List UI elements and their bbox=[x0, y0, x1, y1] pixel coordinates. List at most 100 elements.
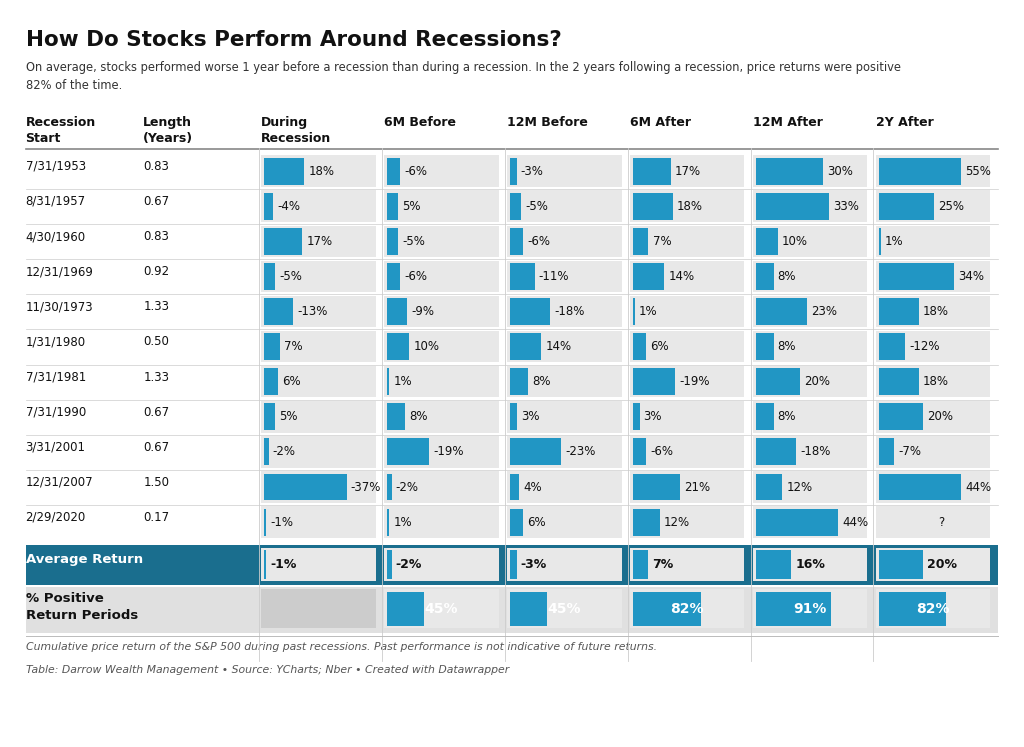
Bar bbox=[507, 506, 622, 538]
Bar bbox=[507, 331, 622, 362]
Text: 0.17: 0.17 bbox=[143, 511, 170, 524]
Bar bbox=[630, 548, 744, 581]
Text: 21%: 21% bbox=[684, 480, 710, 494]
Bar bbox=[507, 366, 622, 397]
Bar bbox=[507, 261, 622, 292]
Bar bbox=[876, 506, 990, 538]
Text: -6%: -6% bbox=[650, 445, 674, 459]
Bar bbox=[876, 331, 990, 362]
Bar bbox=[264, 158, 304, 185]
Bar bbox=[633, 193, 673, 220]
Bar bbox=[387, 158, 400, 185]
Bar bbox=[510, 298, 550, 325]
Text: -3%: -3% bbox=[521, 164, 544, 178]
Text: 0.92: 0.92 bbox=[143, 265, 170, 278]
Bar bbox=[630, 190, 744, 222]
Text: 12/31/1969: 12/31/1969 bbox=[26, 265, 93, 278]
Bar bbox=[879, 438, 894, 465]
Bar bbox=[26, 545, 998, 585]
Bar bbox=[264, 438, 268, 465]
Bar bbox=[384, 548, 499, 581]
Text: 4%: 4% bbox=[523, 480, 542, 494]
Bar bbox=[753, 506, 867, 538]
Bar bbox=[261, 589, 376, 628]
Bar bbox=[510, 333, 542, 360]
Text: -1%: -1% bbox=[270, 558, 297, 571]
Bar bbox=[387, 509, 389, 536]
Bar bbox=[876, 155, 990, 187]
Text: 18%: 18% bbox=[677, 199, 703, 213]
Bar bbox=[387, 403, 404, 430]
Bar bbox=[261, 506, 376, 538]
Bar bbox=[753, 548, 867, 581]
Text: 1%: 1% bbox=[885, 235, 903, 248]
Bar bbox=[633, 368, 675, 395]
Text: How Do Stocks Perform Around Recessions?: How Do Stocks Perform Around Recessions? bbox=[26, 30, 561, 50]
Text: Recession
Start: Recession Start bbox=[26, 116, 96, 145]
Text: -19%: -19% bbox=[433, 445, 464, 459]
Text: -5%: -5% bbox=[402, 235, 425, 248]
Text: 34%: 34% bbox=[958, 270, 984, 283]
Bar bbox=[630, 401, 744, 433]
Bar bbox=[384, 331, 499, 362]
Text: 20%: 20% bbox=[928, 410, 953, 424]
Bar bbox=[876, 401, 990, 433]
Bar bbox=[876, 366, 990, 397]
Text: 1.50: 1.50 bbox=[143, 476, 169, 489]
Bar bbox=[507, 155, 622, 187]
Text: 12%: 12% bbox=[664, 515, 690, 529]
Text: 4/30/1960: 4/30/1960 bbox=[26, 230, 86, 243]
Text: 7%: 7% bbox=[652, 235, 671, 248]
Text: 8%: 8% bbox=[409, 410, 428, 424]
Bar bbox=[756, 550, 792, 579]
Text: 8%: 8% bbox=[777, 410, 797, 424]
Bar bbox=[879, 550, 924, 579]
Bar bbox=[507, 471, 622, 503]
Bar bbox=[510, 193, 521, 220]
Bar bbox=[507, 401, 622, 433]
Text: 10%: 10% bbox=[414, 340, 439, 353]
Text: 91%: 91% bbox=[794, 602, 826, 616]
Bar bbox=[756, 333, 773, 360]
Text: 82%: 82% bbox=[916, 602, 949, 616]
Bar bbox=[630, 226, 744, 257]
Text: 7/31/1953: 7/31/1953 bbox=[26, 160, 86, 173]
Text: 11/30/1973: 11/30/1973 bbox=[26, 300, 93, 313]
Bar bbox=[753, 366, 867, 397]
Bar bbox=[387, 228, 398, 255]
Bar bbox=[633, 333, 646, 360]
Bar bbox=[876, 589, 990, 628]
Text: 7/31/1981: 7/31/1981 bbox=[26, 371, 86, 383]
Text: 18%: 18% bbox=[923, 375, 949, 388]
Bar bbox=[507, 226, 622, 257]
Bar bbox=[756, 228, 778, 255]
Bar bbox=[633, 228, 648, 255]
Bar bbox=[630, 589, 744, 628]
Text: 3%: 3% bbox=[644, 410, 663, 424]
Text: -7%: -7% bbox=[898, 445, 922, 459]
Bar bbox=[507, 436, 622, 468]
Text: 5%: 5% bbox=[280, 410, 298, 424]
Bar bbox=[753, 296, 867, 327]
Text: 6%: 6% bbox=[282, 375, 300, 388]
Bar bbox=[753, 155, 867, 187]
Text: 12M Before: 12M Before bbox=[507, 116, 588, 128]
Bar bbox=[630, 506, 744, 538]
Bar bbox=[26, 587, 998, 633]
Bar bbox=[633, 592, 700, 626]
Text: 2/29/2020: 2/29/2020 bbox=[26, 511, 86, 524]
Bar bbox=[261, 366, 376, 397]
Text: -13%: -13% bbox=[297, 305, 328, 318]
Bar bbox=[384, 190, 499, 222]
Bar bbox=[264, 263, 275, 290]
Bar bbox=[756, 438, 796, 465]
Bar bbox=[633, 158, 671, 185]
Text: 1.33: 1.33 bbox=[143, 371, 169, 383]
Bar bbox=[633, 298, 635, 325]
Bar bbox=[753, 261, 867, 292]
Text: 1%: 1% bbox=[393, 375, 412, 388]
Text: 20%: 20% bbox=[805, 375, 830, 388]
Text: Cumulative price return of the S&P 500 during past recessions. Past performance : Cumulative price return of the S&P 500 d… bbox=[26, 642, 656, 652]
Bar bbox=[876, 261, 990, 292]
Bar bbox=[876, 548, 990, 581]
